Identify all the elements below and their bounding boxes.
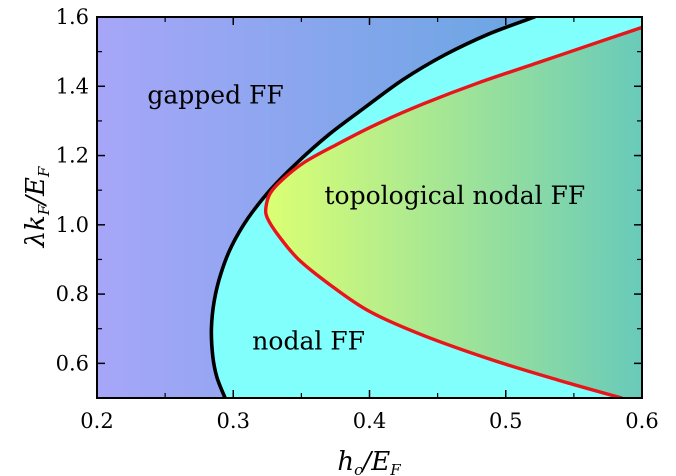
y-tick-label: 1.2	[56, 144, 89, 168]
region-label-topological-nodal: topological nodal FF	[325, 181, 586, 210]
region-label-gapped: gapped FF	[147, 81, 283, 110]
x-tick-label: 0.6	[625, 409, 658, 433]
x-tick-label: 0.2	[80, 409, 113, 433]
topological-boundary-line	[263, 25, 642, 398]
y-tick-label: 1.4	[56, 74, 89, 98]
x-tick-label: 0.4	[353, 409, 386, 433]
axis-ticks: 0.2 0.3 0.4 0.5 0.6 0.6 0.8 1.0 1.2 1.4 1.6	[56, 5, 659, 433]
y-axis-label: λkF/EF	[21, 166, 53, 248]
x-axis-label: hc/EF	[337, 447, 401, 476]
y-tick-label: 0.6	[56, 351, 89, 375]
gapped-boundary-line	[209, 17, 537, 398]
region-label-nodal: nodal FF	[252, 327, 365, 356]
y-tick-label: 1.0	[56, 213, 89, 237]
x-tick-label: 0.3	[217, 409, 250, 433]
y-tick-label: 0.8	[56, 282, 89, 306]
y-tick-label: 1.6	[56, 5, 89, 29]
x-tick-label: 0.5	[489, 409, 522, 433]
